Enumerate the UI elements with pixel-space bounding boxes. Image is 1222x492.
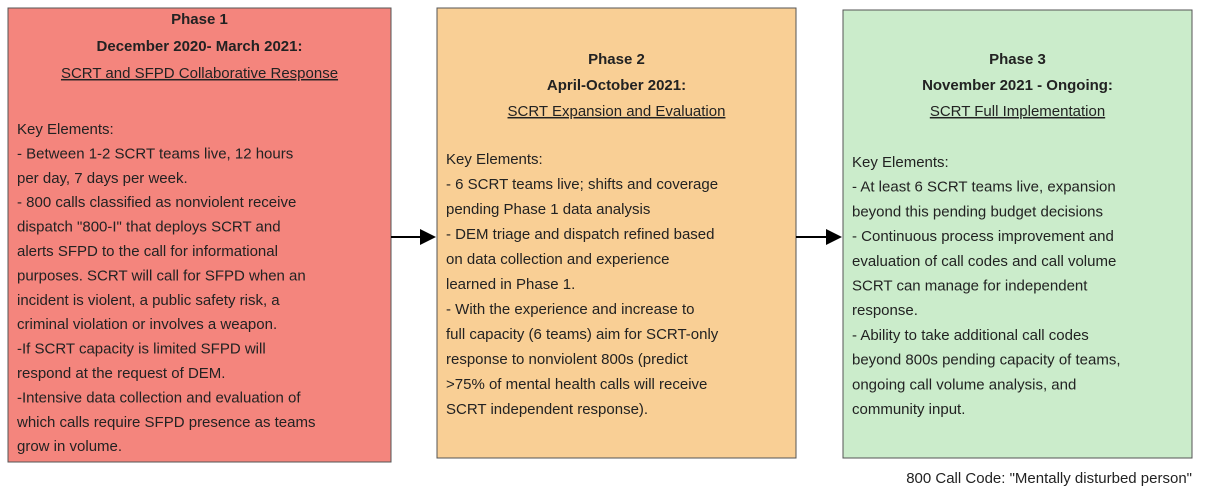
key-element-line: per day, 7 days per week. xyxy=(17,170,188,187)
phase-dates: November 2021 - Ongoing: xyxy=(922,77,1113,94)
key-element-line: alerts SFPD to the call for informationa… xyxy=(17,243,278,260)
key-element-line: response. xyxy=(852,302,918,319)
phase-title: Phase 2 xyxy=(588,51,645,68)
key-element-line: - At least 6 SCRT teams live, expansion xyxy=(852,179,1116,196)
key-label: Key Elements: xyxy=(446,151,543,168)
key-element-line: incident is violent, a public safety ris… xyxy=(17,292,280,309)
phase-title: Phase 3 xyxy=(989,51,1046,68)
key-element-line: - DEM triage and dispatch refined based xyxy=(446,226,714,243)
key-element-line: - Ability to take additional call codes xyxy=(852,327,1089,344)
key-element-line: on data collection and experience xyxy=(446,251,670,268)
key-element-line: ongoing call volume analysis, and xyxy=(852,376,1076,393)
key-element-line: which calls require SFPD presence as tea… xyxy=(16,414,315,431)
key-element-line: response to nonviolent 800s (predict xyxy=(446,351,689,368)
key-element-line: grow in volume. xyxy=(17,438,122,455)
phase-box xyxy=(436,7,797,459)
key-element-line: - Between 1-2 SCRT teams live, 12 hours xyxy=(17,145,293,162)
phase-subtitle: SCRT Expansion and Evaluation xyxy=(508,103,726,120)
key-element-line: -Intensive data collection and evaluatio… xyxy=(17,389,301,406)
key-element-line: beyond this pending budget decisions xyxy=(852,203,1103,220)
key-element-line: respond at the request of DEM. xyxy=(17,365,225,382)
key-element-line: >75% of mental health calls will receive xyxy=(446,376,707,393)
key-element-line: - Continuous process improvement and xyxy=(852,228,1114,245)
phase-box xyxy=(842,9,1193,459)
phase-dates: April-October 2021: xyxy=(547,77,686,94)
key-element-line: - 6 SCRT teams live; shifts and coverage xyxy=(446,176,718,193)
key-element-line: full capacity (6 teams) aim for SCRT-onl… xyxy=(446,326,719,343)
key-label: Key Elements: xyxy=(852,154,949,171)
key-element-line: learned in Phase 1. xyxy=(446,276,575,293)
key-element-line: pending Phase 1 data analysis xyxy=(446,201,650,218)
key-element-line: purposes. SCRT will call for SFPD when a… xyxy=(17,267,306,284)
key-element-line: - With the experience and increase to xyxy=(446,301,694,318)
footnote: 800 Call Code: "Mentally disturbed perso… xyxy=(906,470,1192,487)
key-element-line: SCRT can manage for independent xyxy=(852,277,1088,294)
key-element-line: dispatch "800-I" that deploys SCRT and xyxy=(17,219,281,236)
phase-title: Phase 1 xyxy=(171,11,228,28)
key-element-line: - 800 calls classified as nonviolent rec… xyxy=(17,194,296,211)
key-element-line: evaluation of call codes and call volume xyxy=(852,253,1116,270)
key-label: Key Elements: xyxy=(17,121,114,138)
phase-dates: December 2020- March 2021: xyxy=(97,38,303,55)
phase-subtitle: SCRT Full Implementation xyxy=(930,103,1105,120)
key-element-line: SCRT independent response). xyxy=(446,401,648,418)
phase-box xyxy=(7,7,392,463)
key-element-line: community input. xyxy=(852,401,965,418)
key-element-line: -If SCRT capacity is limited SFPD will xyxy=(17,341,266,358)
key-element-line: beyond 800s pending capacity of teams, xyxy=(852,352,1121,369)
phase-subtitle: SCRT and SFPD Collaborative Response xyxy=(61,65,338,82)
key-element-line: criminal violation or involves a weapon. xyxy=(17,316,277,333)
